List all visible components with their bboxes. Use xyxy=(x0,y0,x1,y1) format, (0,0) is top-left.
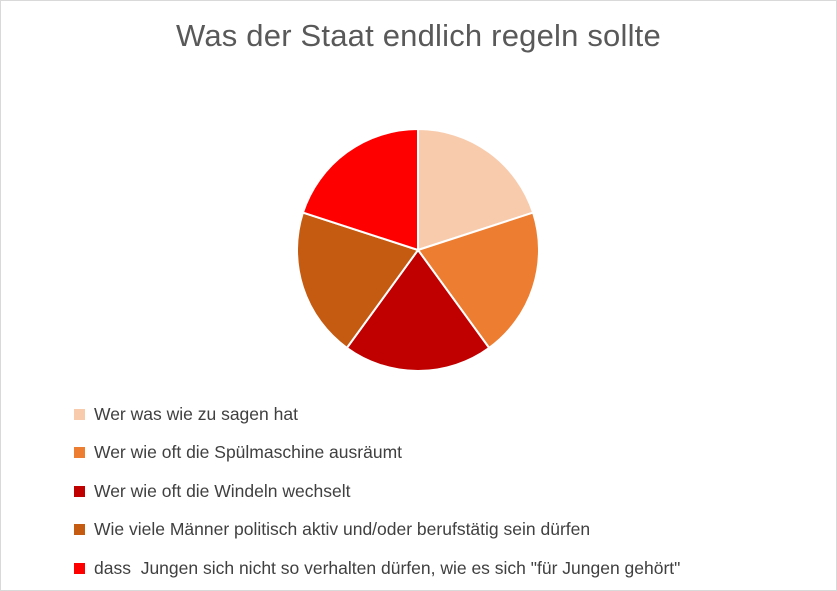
chart-title: Was der Staat endlich regeln sollte xyxy=(176,18,661,53)
legend-item: Wer was wie zu sagen hat xyxy=(74,395,814,434)
legend-item: dass Jungen sich nicht so verhalten dürf… xyxy=(74,549,814,588)
legend-item: Wie viele Männer politisch aktiv und/ode… xyxy=(74,511,814,550)
pie-slice-2 xyxy=(416,211,540,350)
pie-slice-3 xyxy=(345,248,491,372)
legend-label: Wer was wie zu sagen hat xyxy=(94,403,298,424)
pie-slice-4 xyxy=(296,211,420,350)
legend-item: Wer wie oft die Spülmaschine ausräumt xyxy=(74,434,814,473)
legend-label: Wer wie oft die Spülmaschine ausräumt xyxy=(94,442,403,463)
legend-label: dass Jungen sich nicht so verhalten dürf… xyxy=(94,557,681,578)
legend-label: Wie viele Männer politisch aktiv und/ode… xyxy=(94,519,591,540)
legend-label: Wer wie oft die Windeln wechselt xyxy=(94,480,351,501)
legend-swatch xyxy=(74,485,85,497)
pie-slice-5 xyxy=(301,127,419,252)
legend-swatch xyxy=(74,524,85,536)
chart-legend: Wer was wie zu sagen hat Wer wie oft die… xyxy=(74,395,814,588)
legend-swatch xyxy=(74,408,85,420)
legend-swatch xyxy=(74,562,85,574)
legend-swatch xyxy=(74,447,85,459)
legend-item: Wer wie oft die Windeln wechselt xyxy=(74,472,814,511)
pie-slice-1 xyxy=(417,127,535,252)
pie-slices xyxy=(296,127,540,372)
